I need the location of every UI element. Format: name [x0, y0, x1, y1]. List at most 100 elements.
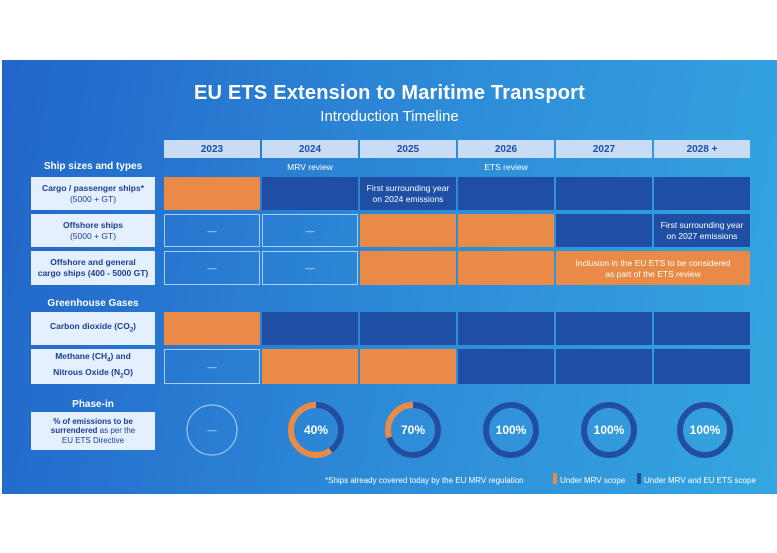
- phase-in-ring-2: 40%: [286, 400, 346, 460]
- ring-arc: [677, 402, 733, 458]
- phase-in-value-5: 100%: [593, 423, 625, 437]
- row-label-general-line2: cargo ships (400 - 5000 GT): [37, 268, 149, 278]
- cell-general-2027-2028: Inclusion in the EU ETS to be considered…: [556, 251, 750, 285]
- cell-cargo-2027: [556, 177, 652, 210]
- note-general-2027-line1: Inclusion in the EU ETS to be considered: [575, 258, 731, 268]
- ring-arc: [483, 402, 539, 458]
- phase-in-ring-6: 100%: [675, 400, 735, 460]
- cell-co2-2023: [164, 312, 260, 345]
- co2-pre: Carbon dioxide (CO: [50, 320, 130, 331]
- cell-co2-2028: [654, 312, 750, 345]
- phase-in-value-4: 100%: [495, 423, 527, 437]
- phase-in-desc-bold: surrendered: [50, 426, 98, 436]
- cell-general-2024: —: [262, 251, 358, 285]
- ring-arc: [288, 402, 344, 458]
- cell-cargo-2024: [262, 177, 358, 210]
- row-label-general-line1: Offshore and general: [50, 257, 136, 267]
- note-offshore-2028: First surrounding year on 2027 emissions: [654, 220, 750, 242]
- ships-section-title: Ship sizes and types: [43, 161, 143, 172]
- phase-in-ring-1: —: [182, 400, 242, 460]
- cell-methane-2026: [458, 349, 554, 384]
- ets-review-label: ETS review: [484, 162, 528, 172]
- row-label-methane-line2: Nitrous Oxide (N2O): [53, 367, 133, 383]
- phase-in-value-1: —: [207, 425, 217, 435]
- note-cargo-2025: First surrounding year on 2024 emissions: [360, 183, 456, 205]
- methane-pre: Methane (CH: [55, 350, 108, 361]
- note-cargo-2025-line1: First surrounding year: [366, 183, 450, 193]
- cell-methane-2024: [262, 349, 358, 384]
- cell-methane-2023: —: [164, 349, 260, 384]
- cell-offshore-2025: [360, 214, 456, 247]
- cell-offshore-2023: —: [164, 214, 260, 247]
- year-header-2027: 2027: [556, 140, 652, 158]
- cell-co2-2025: [360, 312, 456, 345]
- legend-swatch-mrv: [553, 473, 557, 484]
- dash-mark: —: [305, 225, 315, 236]
- ring-arc: [581, 402, 637, 458]
- phase-in-desc-line3: EU ETS Directive: [61, 435, 125, 445]
- row-label-methane-line1: Methane (CH4) and: [55, 351, 131, 367]
- ring-outline: [186, 404, 238, 456]
- note-offshore-2028-line2: on 2027 emissions: [666, 231, 738, 241]
- phase-in-desc-rest: as per the: [97, 426, 136, 436]
- cell-cargo-2026: [458, 177, 554, 210]
- year-header-2028: 2028 +: [654, 140, 750, 158]
- cell-co2-2024: [262, 312, 358, 345]
- dash-mark: —: [207, 263, 217, 273]
- cell-methane-2027: [556, 349, 652, 384]
- page-subtitle: Introduction Timeline: [320, 108, 459, 125]
- year-header-2024: 2024: [262, 140, 358, 158]
- cell-cargo-2028: [654, 177, 750, 210]
- methane-post: ) and: [110, 350, 131, 361]
- n2o-pre: Nitrous Oxide (N: [53, 366, 121, 377]
- dash-mark: —: [207, 225, 217, 236]
- year-header-2025: 2025: [360, 140, 456, 158]
- page-title: EU ETS Extension to Maritime Transport: [194, 82, 585, 104]
- cell-general-2026: [458, 251, 554, 285]
- row-label-co2: Carbon dioxide (CO2): [31, 312, 155, 345]
- phase-in-ring-4: 100%: [481, 400, 541, 460]
- phase-in-value-6: 100%: [689, 423, 721, 437]
- mrv-review-label: MRV review: [287, 162, 333, 172]
- year-header-2023: 2023: [164, 140, 260, 158]
- cell-methane-2028: [654, 349, 750, 384]
- phase-in-ring-3: 70%: [383, 400, 443, 460]
- cell-offshore-2026: [458, 214, 554, 247]
- cell-co2-2026: [458, 312, 554, 345]
- gases-section-title: Greenhouse Gases: [47, 298, 139, 309]
- timeline-panel: EU ETS Extension to Maritime Transport I…: [2, 60, 777, 494]
- co2-sub: 2: [129, 327, 134, 334]
- n2o-post: O): [123, 366, 133, 377]
- note-offshore-2028-line1: First surrounding year: [660, 220, 744, 230]
- co2-post: ): [133, 320, 136, 331]
- ring-arc: [385, 402, 441, 458]
- cell-cargo-2025: First surrounding year on 2024 emissions: [360, 177, 456, 210]
- note-general-2027: Inclusion in the EU ETS to be considered…: [556, 258, 750, 280]
- row-label-cargo-line2: (5000 + GT): [69, 193, 117, 204]
- phase-in-label: Phase-in: [72, 399, 114, 410]
- phase-in-desc-line1: % of emissions to be: [53, 416, 133, 426]
- footnote: *Ships already covered today by the EU M…: [325, 476, 524, 485]
- methane-sub: 4: [107, 357, 111, 364]
- legend-swatch-ets: [637, 473, 641, 484]
- cell-offshore-2028: First surrounding year on 2027 emissions: [654, 214, 750, 247]
- cell-general-2025: [360, 251, 456, 285]
- row-label-co2-text: Carbon dioxide (CO2): [50, 321, 136, 337]
- row-label-offshore: Offshore ships (5000 + GT): [31, 214, 155, 247]
- phase-in-ring-5: 100%: [579, 400, 639, 460]
- row-label-cargo: Cargo / passenger ships* (5000 + GT): [31, 177, 155, 210]
- cell-methane-2025: [360, 349, 456, 384]
- phase-in-value-3: 70%: [400, 423, 426, 437]
- row-label-general: Offshore and general cargo ships (400 - …: [31, 251, 155, 285]
- dash-mark: —: [207, 361, 217, 372]
- year-header-2026: 2026: [458, 140, 554, 158]
- cell-co2-2027: [556, 312, 652, 345]
- dash-mark: —: [305, 263, 315, 273]
- cell-cargo-2023: [164, 177, 260, 210]
- note-cargo-2025-line2: on 2024 emissions: [372, 194, 444, 204]
- row-label-offshore-line1: Offshore ships: [63, 219, 123, 230]
- row-label-methane: Methane (CH4) and Nitrous Oxide (N2O): [31, 349, 155, 384]
- row-label-cargo-line1: Cargo / passenger ships*: [41, 182, 145, 193]
- cell-offshore-2024: —: [262, 214, 358, 247]
- legend-label-ets: Under MRV and EU ETS scope: [644, 476, 756, 485]
